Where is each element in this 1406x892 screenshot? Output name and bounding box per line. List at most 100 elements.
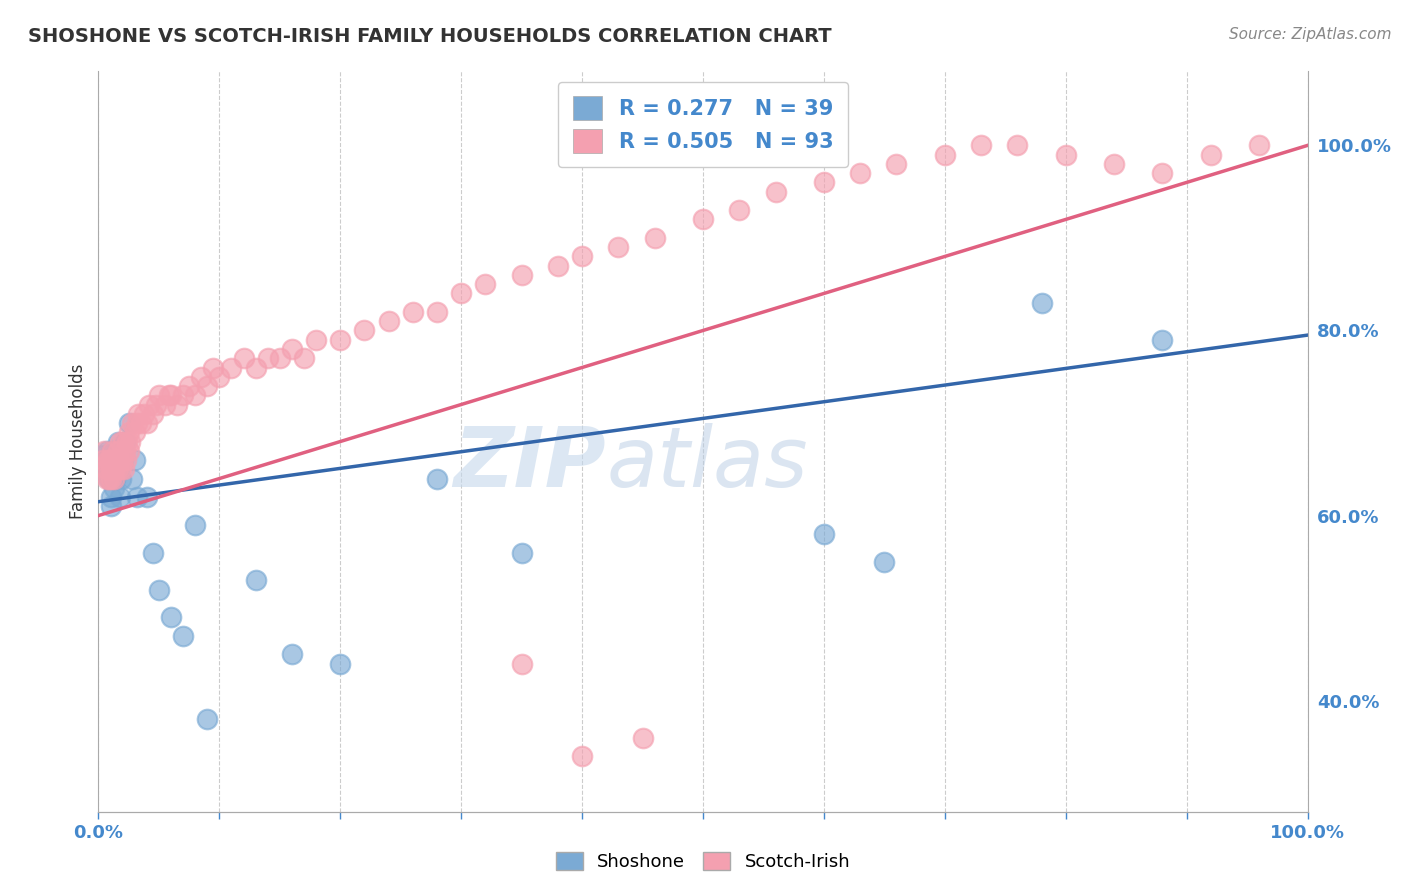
Point — [292, 351, 315, 366]
Point — [813, 175, 835, 190]
Point — [353, 323, 375, 337]
Legend: Shoshone, Scotch-Irish: Shoshone, Scotch-Irish — [548, 845, 858, 879]
Point — [1054, 147, 1077, 161]
Point — [100, 453, 122, 467]
Point — [172, 629, 194, 643]
Point — [426, 305, 449, 319]
Point — [172, 388, 194, 402]
Point — [644, 231, 666, 245]
Point — [108, 434, 131, 449]
Point — [873, 555, 896, 569]
Point — [111, 453, 134, 467]
Text: Source: ZipAtlas.com: Source: ZipAtlas.com — [1229, 27, 1392, 42]
Point — [245, 360, 267, 375]
Point — [1152, 166, 1174, 180]
Point — [377, 314, 399, 328]
Point — [101, 472, 124, 486]
Point — [329, 333, 352, 347]
Point — [121, 472, 143, 486]
Point — [202, 360, 225, 375]
Point — [281, 342, 304, 356]
Point — [127, 416, 149, 430]
Point — [134, 407, 156, 421]
Point — [402, 305, 425, 319]
Point — [607, 240, 630, 254]
Point — [281, 648, 304, 662]
Point — [104, 472, 127, 486]
Point — [813, 527, 835, 541]
Point — [179, 379, 201, 393]
Point — [142, 545, 165, 560]
Point — [117, 434, 139, 449]
Point — [118, 434, 141, 449]
Point — [124, 425, 146, 440]
Point — [108, 490, 131, 504]
Text: atlas: atlas — [606, 423, 808, 504]
Point — [101, 453, 124, 467]
Point — [305, 333, 328, 347]
Point — [100, 453, 122, 467]
Point — [105, 453, 128, 467]
Point — [110, 462, 132, 476]
Point — [100, 462, 122, 476]
Point — [510, 268, 533, 282]
Point — [970, 138, 993, 153]
Point — [121, 416, 143, 430]
Point — [269, 351, 291, 366]
Point — [450, 286, 472, 301]
Point — [166, 398, 188, 412]
Point — [184, 388, 207, 402]
Point — [115, 453, 138, 467]
Point — [886, 157, 908, 171]
Point — [765, 185, 787, 199]
Point — [104, 453, 127, 467]
Point — [184, 517, 207, 532]
Point — [93, 443, 115, 458]
Point — [105, 443, 128, 458]
Point — [103, 472, 125, 486]
Point — [728, 203, 751, 218]
Point — [245, 574, 267, 588]
Point — [118, 443, 141, 458]
Point — [101, 453, 124, 467]
Point — [160, 388, 183, 402]
Legend: R = 0.277   N = 39, R = 0.505   N = 93: R = 0.277 N = 39, R = 0.505 N = 93 — [558, 82, 848, 168]
Point — [571, 250, 593, 264]
Point — [124, 453, 146, 467]
Point — [100, 443, 122, 458]
Point — [98, 472, 121, 486]
Point — [112, 462, 135, 476]
Point — [107, 443, 129, 458]
Point — [1152, 333, 1174, 347]
Point — [426, 472, 449, 486]
Point — [96, 443, 118, 458]
Point — [195, 379, 218, 393]
Point — [91, 453, 114, 467]
Point — [129, 416, 152, 430]
Point — [100, 500, 122, 514]
Point — [97, 453, 120, 467]
Point — [93, 449, 115, 463]
Point — [547, 259, 569, 273]
Point — [98, 472, 121, 486]
Point — [256, 351, 278, 366]
Point — [111, 453, 134, 467]
Point — [114, 443, 136, 458]
Point — [1031, 295, 1053, 310]
Point — [107, 462, 129, 476]
Point — [98, 453, 121, 467]
Point — [221, 360, 243, 375]
Point — [100, 490, 122, 504]
Point — [135, 416, 157, 430]
Point — [571, 749, 593, 764]
Point — [100, 472, 122, 486]
Point — [118, 425, 141, 440]
Point — [1102, 157, 1125, 171]
Point — [849, 166, 872, 180]
Point — [1199, 147, 1222, 161]
Point — [96, 472, 118, 486]
Point — [160, 610, 183, 624]
Point — [101, 462, 124, 476]
Point — [148, 582, 170, 597]
Point — [474, 277, 496, 292]
